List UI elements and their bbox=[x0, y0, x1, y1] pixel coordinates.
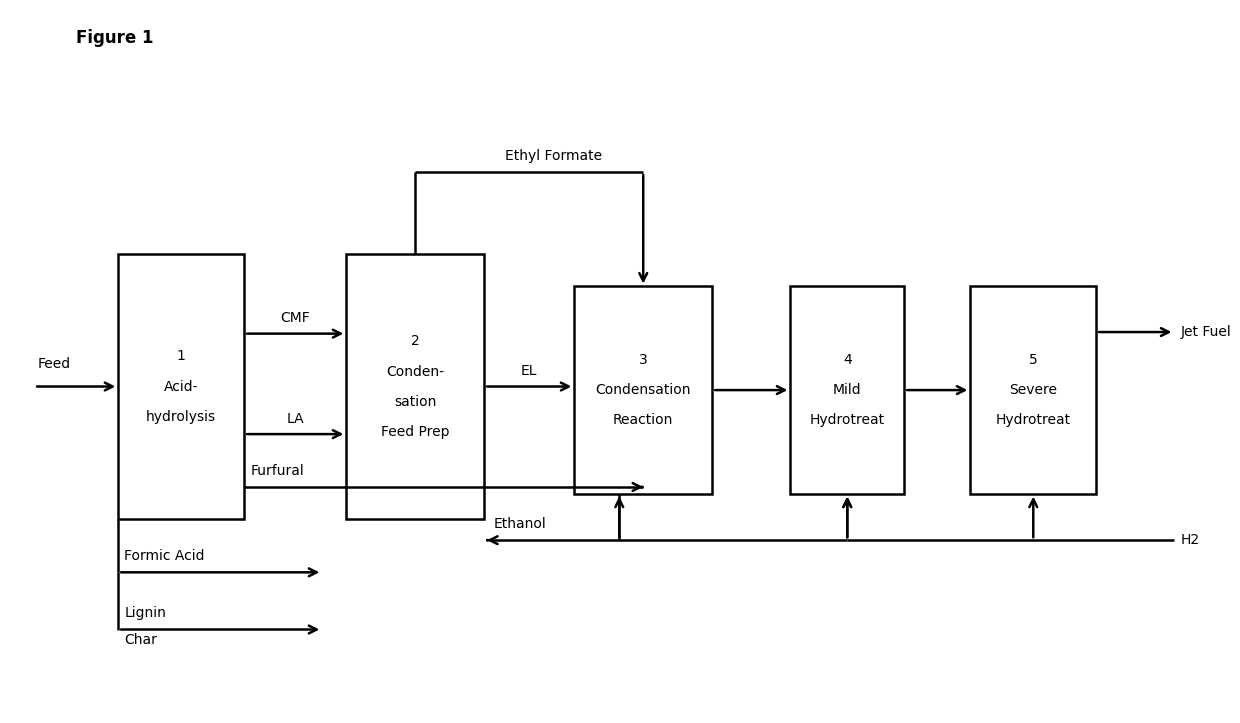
Text: 3: 3 bbox=[639, 353, 647, 367]
Text: Mild: Mild bbox=[833, 383, 862, 397]
Text: EL: EL bbox=[521, 364, 537, 378]
Text: Furfural: Furfural bbox=[250, 463, 304, 478]
Text: Jet Fuel: Jet Fuel bbox=[1180, 325, 1231, 339]
Text: Char: Char bbox=[124, 633, 157, 647]
Text: 2: 2 bbox=[410, 335, 419, 348]
Text: Lignin: Lignin bbox=[124, 606, 166, 620]
Text: CMF: CMF bbox=[280, 311, 310, 325]
Text: H2: H2 bbox=[1180, 533, 1199, 547]
Text: 4: 4 bbox=[843, 353, 852, 367]
Bar bbox=[118, 254, 244, 518]
Text: Feed Prep: Feed Prep bbox=[381, 424, 449, 439]
Text: LA: LA bbox=[286, 411, 304, 426]
Bar bbox=[574, 286, 712, 494]
Text: Figure 1: Figure 1 bbox=[76, 29, 154, 47]
Text: Ethyl Formate: Ethyl Formate bbox=[505, 149, 601, 163]
Text: Reaction: Reaction bbox=[613, 413, 673, 427]
Bar bbox=[970, 286, 1096, 494]
Text: Hydrotreat: Hydrotreat bbox=[810, 413, 885, 427]
Text: Conden-: Conden- bbox=[386, 364, 444, 379]
Bar bbox=[346, 254, 485, 518]
Text: Severe: Severe bbox=[1009, 383, 1058, 397]
Text: Acid-: Acid- bbox=[164, 380, 198, 393]
Bar bbox=[790, 286, 904, 494]
Text: Feed: Feed bbox=[37, 356, 71, 371]
Text: hydrolysis: hydrolysis bbox=[146, 409, 216, 424]
Text: Condensation: Condensation bbox=[595, 383, 691, 397]
Text: 5: 5 bbox=[1029, 353, 1038, 367]
Text: 1: 1 bbox=[177, 349, 186, 364]
Text: Ethanol: Ethanol bbox=[494, 517, 547, 531]
Text: Formic Acid: Formic Acid bbox=[124, 549, 205, 563]
Text: Hydrotreat: Hydrotreat bbox=[996, 413, 1071, 427]
Text: sation: sation bbox=[394, 395, 436, 408]
